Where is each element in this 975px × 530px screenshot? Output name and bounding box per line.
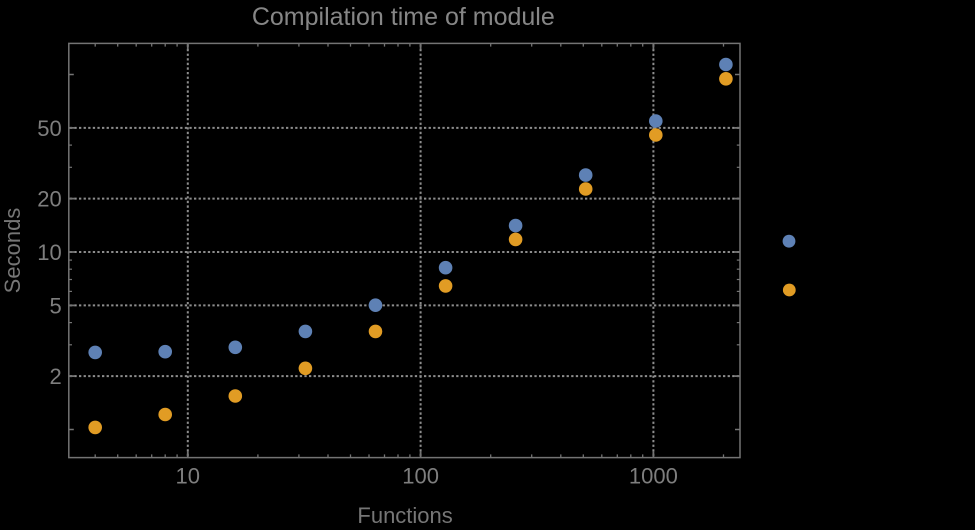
- svg-text:1000: 1000: [629, 464, 678, 489]
- svg-text:2: 2: [49, 364, 61, 389]
- svg-text:50: 50: [37, 116, 61, 141]
- svg-text:Functions: Functions: [357, 503, 452, 525]
- svg-text:Seconds: Seconds: [0, 208, 25, 294]
- svg-text:Compilation time of module: Compilation time of module: [252, 3, 555, 31]
- svg-text:5: 5: [49, 293, 61, 318]
- svg-text:10: 10: [176, 464, 200, 489]
- svg-text:100: 100: [402, 464, 439, 489]
- svg-text:20: 20: [37, 187, 61, 212]
- svg-text:10: 10: [37, 240, 61, 265]
